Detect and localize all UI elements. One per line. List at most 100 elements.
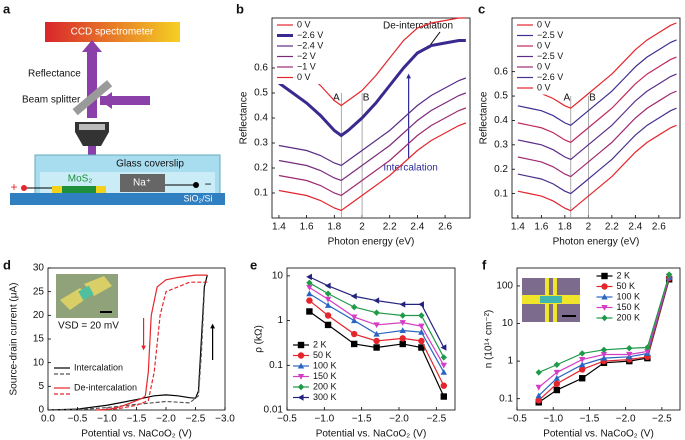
marker — [440, 369, 447, 375]
series-line — [517, 124, 677, 212]
marker — [553, 375, 561, 381]
y-axis-label: n (10¹⁴ cm⁻²) — [484, 310, 495, 368]
x-axis-label: Potential vs. NaCoO₂ (V) — [543, 429, 654, 440]
marker — [553, 386, 561, 394]
x-tick-label: 2.2 — [605, 222, 619, 233]
annotation: B — [363, 93, 370, 104]
marker — [306, 273, 312, 281]
y-tick-label: 0.1 — [269, 360, 283, 371]
series-line — [101, 281, 208, 411]
terminal — [193, 182, 199, 188]
legend-label: −2.6 V — [537, 72, 563, 82]
x-tick-label: −0.5 — [507, 414, 527, 425]
legend-label: 200 K — [313, 381, 337, 391]
marker — [600, 354, 608, 361]
minus-label: − — [204, 177, 211, 191]
y-tick-label: 0.4 — [494, 115, 508, 126]
marker — [297, 341, 305, 349]
marker — [297, 362, 305, 369]
legend-label: 0 V — [537, 61, 551, 71]
x-tick-label: −1.5 — [127, 414, 147, 425]
marker — [601, 314, 608, 322]
marker — [399, 312, 406, 319]
marker — [297, 394, 304, 401]
ccd-box — [45, 22, 180, 42]
marker — [535, 392, 542, 399]
marker — [373, 330, 380, 337]
marker — [324, 302, 332, 308]
na-source — [120, 174, 165, 192]
terminal — [21, 185, 27, 191]
marker — [351, 330, 358, 338]
y-tick-label: 1 — [277, 315, 283, 326]
legend-label: −2.4 V — [297, 40, 323, 50]
marker — [440, 393, 447, 400]
x-tick-label: 2.4 — [410, 222, 424, 233]
marker — [579, 350, 586, 357]
marker — [324, 290, 332, 297]
x-tick-label: 2.4 — [628, 222, 642, 233]
legend-label: −2.6 V — [297, 30, 323, 40]
beam-arrow — [82, 40, 102, 52]
marker — [601, 293, 608, 300]
x-tick-label: −2.5 — [652, 414, 672, 425]
y-tick-label: 15 — [33, 334, 45, 345]
marker — [373, 309, 380, 316]
x-tick-label: 2.2 — [383, 222, 397, 233]
y-tick-label: 10 — [272, 271, 284, 282]
annotation: Intercalation — [383, 163, 437, 174]
marker — [297, 383, 305, 391]
panel-label: d — [3, 257, 11, 272]
plot-frame — [516, 267, 681, 411]
y-tick-label: 100 — [496, 281, 513, 292]
beam-splitter-label: Beam splitter — [22, 95, 81, 106]
marker — [418, 312, 425, 319]
marker — [600, 351, 608, 358]
series-line — [47, 274, 208, 411]
series-line — [517, 73, 677, 161]
annotation: A — [563, 93, 570, 104]
marker — [306, 297, 313, 304]
annotation: VSD = 20 mV — [58, 321, 119, 332]
marker — [373, 297, 380, 304]
x-tick-label: 1.4 — [272, 222, 286, 233]
marker — [399, 301, 406, 308]
legend-label: 0 V — [537, 19, 551, 29]
marker — [600, 346, 608, 353]
x-tick-label: −1.5 — [352, 414, 372, 425]
series-line — [278, 107, 467, 197]
series-line — [517, 56, 677, 144]
beam-up — [87, 48, 97, 118]
x-tick-label: 1.6 — [534, 222, 548, 233]
marker — [306, 290, 313, 297]
objective-ring — [79, 124, 105, 130]
marker — [351, 314, 358, 321]
panel-label: e — [250, 257, 257, 272]
panel-label: f — [482, 257, 487, 272]
y-axis-label: Reflectance — [479, 91, 490, 144]
x-tick-label: −1.0 — [543, 414, 563, 425]
marker — [306, 279, 313, 286]
marker — [553, 380, 561, 387]
y-tick-label: 25 — [33, 286, 45, 297]
marker — [399, 320, 406, 326]
substrate-label: SiO₂/Si — [184, 193, 213, 203]
marker — [351, 303, 358, 311]
plot-frame — [511, 17, 681, 219]
x-tick-label: −2.0 — [156, 414, 176, 425]
photo-flake — [78, 285, 94, 301]
marker — [373, 337, 380, 345]
marker — [324, 296, 332, 303]
x-axis-label: Photon energy (eV) — [328, 237, 415, 248]
marker — [418, 301, 424, 308]
legend-label: 150 K — [313, 371, 337, 381]
marker — [601, 272, 608, 280]
inset-photo — [56, 274, 118, 318]
legend-label: 50 K — [617, 281, 636, 291]
legend-label: −2.5 V — [537, 30, 563, 40]
y-tick-label: 0.1 — [254, 188, 268, 199]
legend-label: 150 K — [617, 302, 641, 312]
legend-label: 0 V — [297, 19, 311, 29]
beam-down — [88, 146, 96, 158]
marker — [535, 397, 542, 404]
